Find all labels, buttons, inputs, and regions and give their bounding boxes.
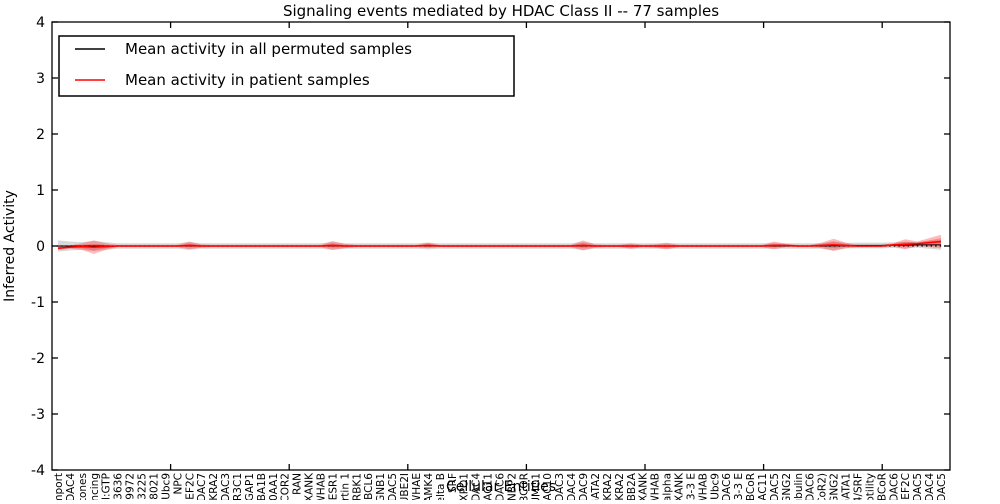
x-category-label: HDAC4/RFXANK [673,472,685,500]
x-category-label: MEF2C [184,473,196,500]
x-category-label: HSP90AA1 [268,473,280,500]
legend-label: Mean activity in all permuted samples [125,40,412,58]
x-category-label: Hsp90/HDAC6 [721,473,733,500]
y-tick-label: 2 [36,127,45,143]
x-category-label: HDAC11 [483,473,495,500]
x-category-label: GNB1 [375,473,387,500]
x-category-label: GATA1 [841,473,853,500]
x-category-label: HDAC5/14-3-3 E [733,473,745,500]
x-category-label: YWHAB [316,473,328,500]
x-category-label: NCOR2 [280,473,292,500]
x-category-label: HDAC10 [542,473,554,500]
x-category-label: NPC/RanGAP1/SUMO1/Ubc9 [160,473,172,500]
patient-mean-line [57,240,942,250]
x-category-label: Tubulin [793,473,805,500]
x-category-label: GATA1/HDAC4 [924,473,936,500]
x-category-label: ANKRA2 [208,473,220,500]
y-tick-label: -4 [31,463,45,479]
legend-box [58,35,515,97]
x-category-label: EntrezGene:23225 [137,473,149,500]
x-category-label: ADRBK1 [351,473,363,500]
x-category-label: GATA1/HDAC5 [912,473,924,500]
x-category-label: RANGAP1 [244,473,256,500]
x-category-label: EntrezGene:9972 [125,473,137,500]
x-category-label: TUBB2A [626,472,638,500]
x-category-label: HDAC9 [578,473,590,500]
x-category-label: HDAC4/CaMK II delta B [435,473,447,500]
x-category-label: G beta1gamma2/HDAC5 [936,473,948,500]
x-category-label: HDAC4 [471,473,483,500]
x-category-label: YWHAE [411,473,423,500]
x-category-label: EntrezGene:23636 [113,473,125,500]
x-category-label: mol:GTP [101,473,113,500]
x-category-label: HDAC5/BCL6/BCoR [876,473,888,500]
x-category-label: Tubulin/HDAC6 [888,473,900,500]
x-category-label: GNG2 [781,473,793,500]
x-category-label: SRF [447,473,459,493]
legend: Mean activity in all permuted samples Mea… [58,35,515,97]
x-category-label: HDAC4/MEF2C [900,473,912,500]
x-category-label: RAN [292,473,304,495]
x-category-label: RANBP2 [506,473,518,500]
x-category-label: HDAC4/14-3-3 E [685,473,697,500]
x-category-label: SUMO1/HDAC4 [566,473,578,500]
x-category-label: Histones [77,473,89,500]
x-category-label: HDAC7 [196,473,208,500]
y-tick-label: -1 [31,295,45,311]
y-tick-label: 0 [36,239,45,255]
x-category-label: HDAC4/ANKRA2 [614,473,626,500]
x-category-label: Ran/GTP/Exportin 1 [339,473,351,500]
y-tick-label: 3 [36,71,45,87]
x-category-label: HDAC4/YWHAB [697,473,709,500]
x-category-label: BCL6 [363,473,375,500]
x-category-label: TUBA1B [256,473,268,500]
y-tick-label: -2 [31,351,45,367]
x-category-label: nuclear import [53,473,65,500]
x-category-label: HDAC5 [387,473,399,500]
x-category-label: NR3C1 [232,473,244,500]
x-category-label: cell motility [864,473,876,500]
x-category-label: CAMK4 [423,473,435,500]
y-tick-label: -3 [31,407,45,423]
x-category-label: HDAC5/YWHAB [650,473,662,500]
x-axis-label: Cellular Entities [446,479,556,495]
chart-title: Signaling events mediated by HDAC Class … [283,2,719,20]
x-category-label: Glucocorticoid receptor/Hsp90/HDAC6 [805,473,817,500]
x-category-label: XPO1 [459,473,471,500]
x-category-label: BCOR [518,473,530,500]
y-tick-label: 4 [36,15,45,31]
x-category-label: GATA2 [590,473,602,500]
x-category-label: GATA2/HDAC5 [769,473,781,500]
x-category-label: EntrezGene:8021 [148,473,160,500]
x-category-label: UBE2I [399,473,411,500]
x-category-label: GNB1/GNG2 [829,473,841,500]
x-category-label: HDAC4/Ubc9 [709,473,721,500]
x-category-label: RFXANK [304,472,316,500]
x-category-label: ESR1 [327,473,339,500]
patient-range-band [58,234,941,254]
x-category-label: HDAC4/SRF [852,473,864,500]
x-category-label: BCL6/BCoR [745,473,757,500]
x-category-label: HDAC3 [220,473,232,500]
x-category-label: HDAC5/RFXANK [638,472,650,500]
x-category-label: HDAC4/ER alpha [662,473,674,500]
x-category-label: SUMO1 [530,473,542,500]
x-category-label: HDAC5/ANKRA2 [602,473,614,500]
x-category-label: HDAC7/HDAC3 [554,473,566,500]
x-category-label: Ran/GTP/Exportin 1/HDAC4 [65,473,77,500]
x-category-label: HDAC6/HDAC11 [757,473,769,500]
y-axis-label: Inferred Activity [2,190,18,302]
x-category-label: positive regulation of chromatin silenci… [89,473,101,500]
legend-label: Mean activity in patient samples [125,71,370,89]
x-category-label: NPC [172,473,184,495]
x-category-label: HDAC6 [495,473,507,500]
y-tick-label: 1 [36,183,45,199]
x-category-label: HDAC4/HDAC3/SMRT (N-CoR2) [817,473,829,500]
